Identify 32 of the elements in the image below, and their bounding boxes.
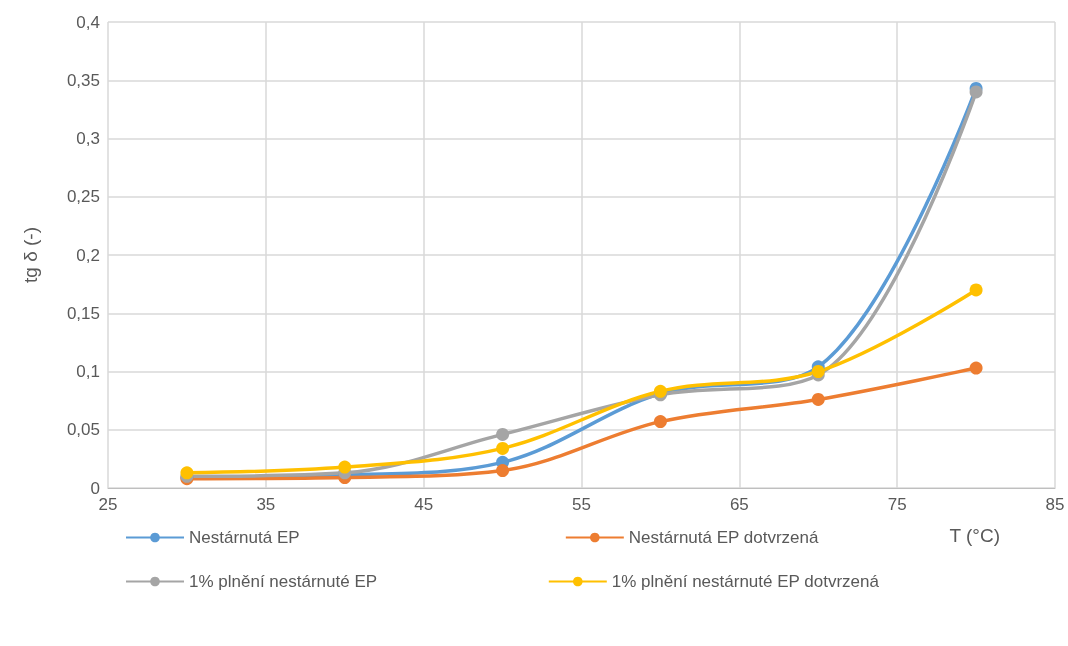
point <box>811 392 825 406</box>
point <box>653 415 667 429</box>
point <box>338 460 352 474</box>
y-tick-label: 0,4 <box>76 12 100 32</box>
point <box>969 85 983 99</box>
x-axis-title: T (°C) <box>949 525 1000 546</box>
y-tick-label: 0,25 <box>66 187 100 207</box>
x-tick-label: 65 <box>729 495 749 514</box>
y-tick-label: 0,05 <box>66 420 100 440</box>
x-tick-label: 85 <box>1045 495 1065 514</box>
y-tick-label: 0,3 <box>76 129 100 148</box>
x-tick-label: 35 <box>256 495 276 514</box>
legend-label: Nestárnutá EP dotvrzená <box>628 528 819 547</box>
point <box>811 365 825 378</box>
point <box>496 427 510 441</box>
y-tick-label: 0,2 <box>76 245 100 265</box>
x-tick-label: 75 <box>887 495 907 514</box>
y-tick-label: 0,15 <box>66 303 100 323</box>
y-tick-label: 0,1 <box>76 362 100 381</box>
y-tick-label: 0,35 <box>66 70 100 90</box>
x-tick-label: 25 <box>98 495 118 514</box>
point <box>969 361 983 375</box>
legend-label: Nestárnutá EP <box>189 528 555 547</box>
point <box>496 441 510 455</box>
y-tick-label: 0 <box>90 478 100 498</box>
legend-label: 1% plnění nestárnuté EP dotvrzená <box>611 572 946 591</box>
x-tick-label: 55 <box>572 495 591 514</box>
y-axis-title: tg δ (-) <box>20 227 41 283</box>
point <box>969 283 983 297</box>
x-tick-label: 45 <box>414 495 434 514</box>
point <box>496 464 510 478</box>
legend-label: 1% plnění nestárnuté EP <box>189 572 538 591</box>
